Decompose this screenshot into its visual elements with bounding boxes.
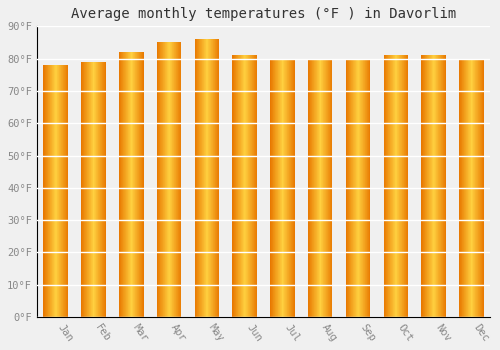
Title: Average monthly temperatures (°F ) in Davorlim: Average monthly temperatures (°F ) in Da… <box>71 7 456 21</box>
